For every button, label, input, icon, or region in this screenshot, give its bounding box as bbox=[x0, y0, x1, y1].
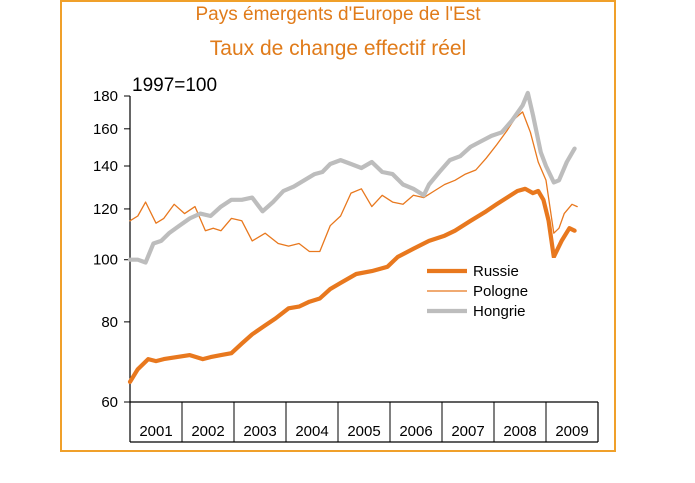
y-tick-label: 100 bbox=[93, 252, 118, 269]
chart-frame bbox=[60, 0, 616, 452]
x-tick-label: 2003 bbox=[243, 423, 276, 440]
legend-label-russie: Russie bbox=[473, 263, 519, 280]
series-layer bbox=[127, 90, 578, 384]
chart-axes: 60 80 100 120 140 160 180 2001 2002 2003 2004 2005 2… bbox=[93, 88, 599, 443]
x-tick-label: 2004 bbox=[295, 423, 328, 440]
legend-label-hongrie: Hongrie bbox=[473, 303, 526, 320]
series-line-russie bbox=[127, 186, 577, 384]
chart-title: Pays émergents d'Europe de l'Est bbox=[195, 4, 481, 25]
x-tick-label: 2002 bbox=[191, 423, 224, 440]
y-tick-label: 80 bbox=[101, 314, 118, 331]
x-tick-label: 2005 bbox=[347, 423, 380, 440]
legend-label-pologne: Pologne bbox=[473, 283, 528, 300]
x-tick-label: 2008 bbox=[503, 423, 536, 440]
legend: Russie Pologne Hongrie bbox=[427, 263, 528, 320]
y-tick-label: 160 bbox=[93, 121, 118, 138]
base-note: 1997=100 bbox=[132, 75, 217, 96]
x-tick-label: 2001 bbox=[139, 423, 172, 440]
y-tick-label: 120 bbox=[93, 201, 118, 218]
x-tick-label: 2006 bbox=[399, 423, 432, 440]
chart-subtitle: Taux de change effectif réel bbox=[209, 37, 467, 60]
x-tick-label: 2007 bbox=[451, 423, 484, 440]
series-line-pologne bbox=[129, 111, 578, 253]
y-tick-label: 180 bbox=[93, 88, 118, 105]
x-tick-label: 2009 bbox=[555, 423, 588, 440]
y-tick-label: 140 bbox=[93, 158, 118, 175]
y-tick-label: 60 bbox=[101, 394, 118, 411]
series-line-hongrie bbox=[127, 90, 577, 265]
